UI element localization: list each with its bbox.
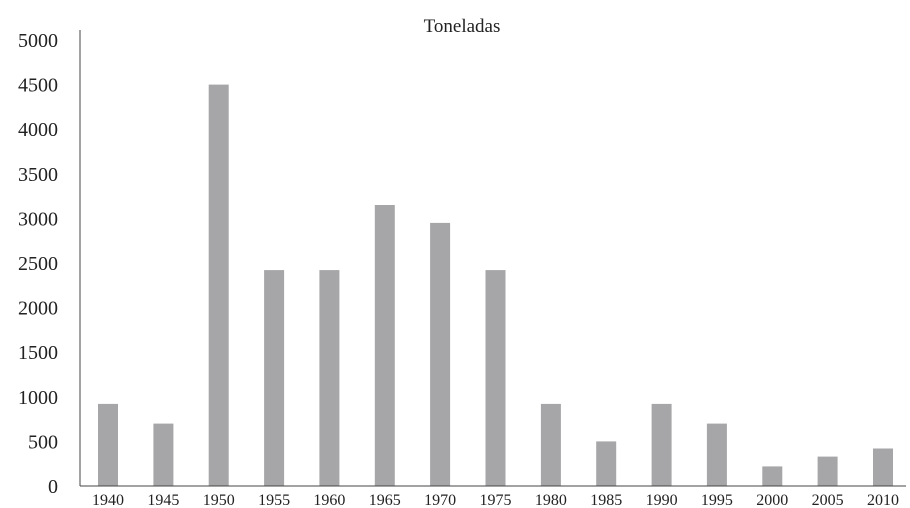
bar-1990 [651,403,672,486]
x-tick-label: 1950 [203,492,235,508]
bar-1965 [374,205,395,486]
x-tick-label: 1960 [313,492,345,508]
y-tick-label: 3500 [18,164,58,186]
y-tick-label: 4500 [18,75,58,97]
bar-1975 [485,270,506,486]
x-axis-ticks: 1940 1945 1950 1955 1960 1965 1970 1975 1980 1985… [92,492,899,508]
bar-2010 [873,448,893,486]
bar-1955 [264,270,285,486]
x-tick-label: 1940 [92,492,124,508]
bar-1950 [208,84,229,486]
x-tick-label: 1965 [369,492,401,508]
x-tick-label: 1985 [590,492,622,508]
y-tick-label: 1000 [18,387,58,409]
x-tick-label: 1970 [424,492,456,508]
x-tick-label: 1975 [480,492,512,508]
x-tick-label: 2005 [812,492,844,508]
bar-1985 [596,441,617,486]
x-tick-label: 2010 [867,492,899,508]
bar-1995 [706,423,727,486]
y-tick-label: 1500 [18,342,58,364]
bar-1940 [98,403,118,486]
y-tick-label: 2000 [18,298,58,320]
y-tick-label: 5000 [18,30,58,52]
bar-1970 [430,222,451,486]
bar-2005 [817,456,838,486]
y-tick-label: 4000 [18,119,58,141]
x-tick-label: 1945 [147,492,179,508]
y-tick-label: 500 [28,431,58,453]
bars-group [98,84,893,486]
x-tick-label: 1980 [535,492,567,508]
y-tick-label: 0 [48,476,58,498]
chart-title: Toneladas [424,16,501,37]
bar-1945 [153,423,174,486]
y-tick-label: 3000 [18,208,58,230]
y-axis-ticks: 0 500 1000 1500 2000 2500 3000 3500 4000 4500 5000 [18,30,58,498]
x-tick-label: 2000 [756,492,788,508]
bar-1960 [319,270,340,486]
y-tick-label: 2500 [18,253,58,275]
bar-2000 [762,466,783,486]
x-tick-label: 1990 [646,492,678,508]
bar-1980 [540,403,561,486]
x-tick-label: 1995 [701,492,733,508]
x-tick-label: 1955 [258,492,290,508]
